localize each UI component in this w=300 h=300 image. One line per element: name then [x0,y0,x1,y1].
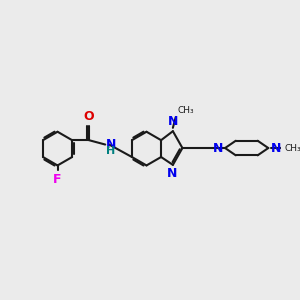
Text: O: O [84,110,94,123]
Text: CH₃: CH₃ [177,106,194,116]
Text: F: F [53,173,62,186]
Text: N: N [167,115,178,128]
Text: N: N [106,138,117,151]
Text: N: N [271,142,281,154]
Text: CH₃: CH₃ [285,143,300,152]
Text: N: N [212,142,223,154]
Text: N: N [167,167,177,180]
Text: H: H [106,146,116,156]
